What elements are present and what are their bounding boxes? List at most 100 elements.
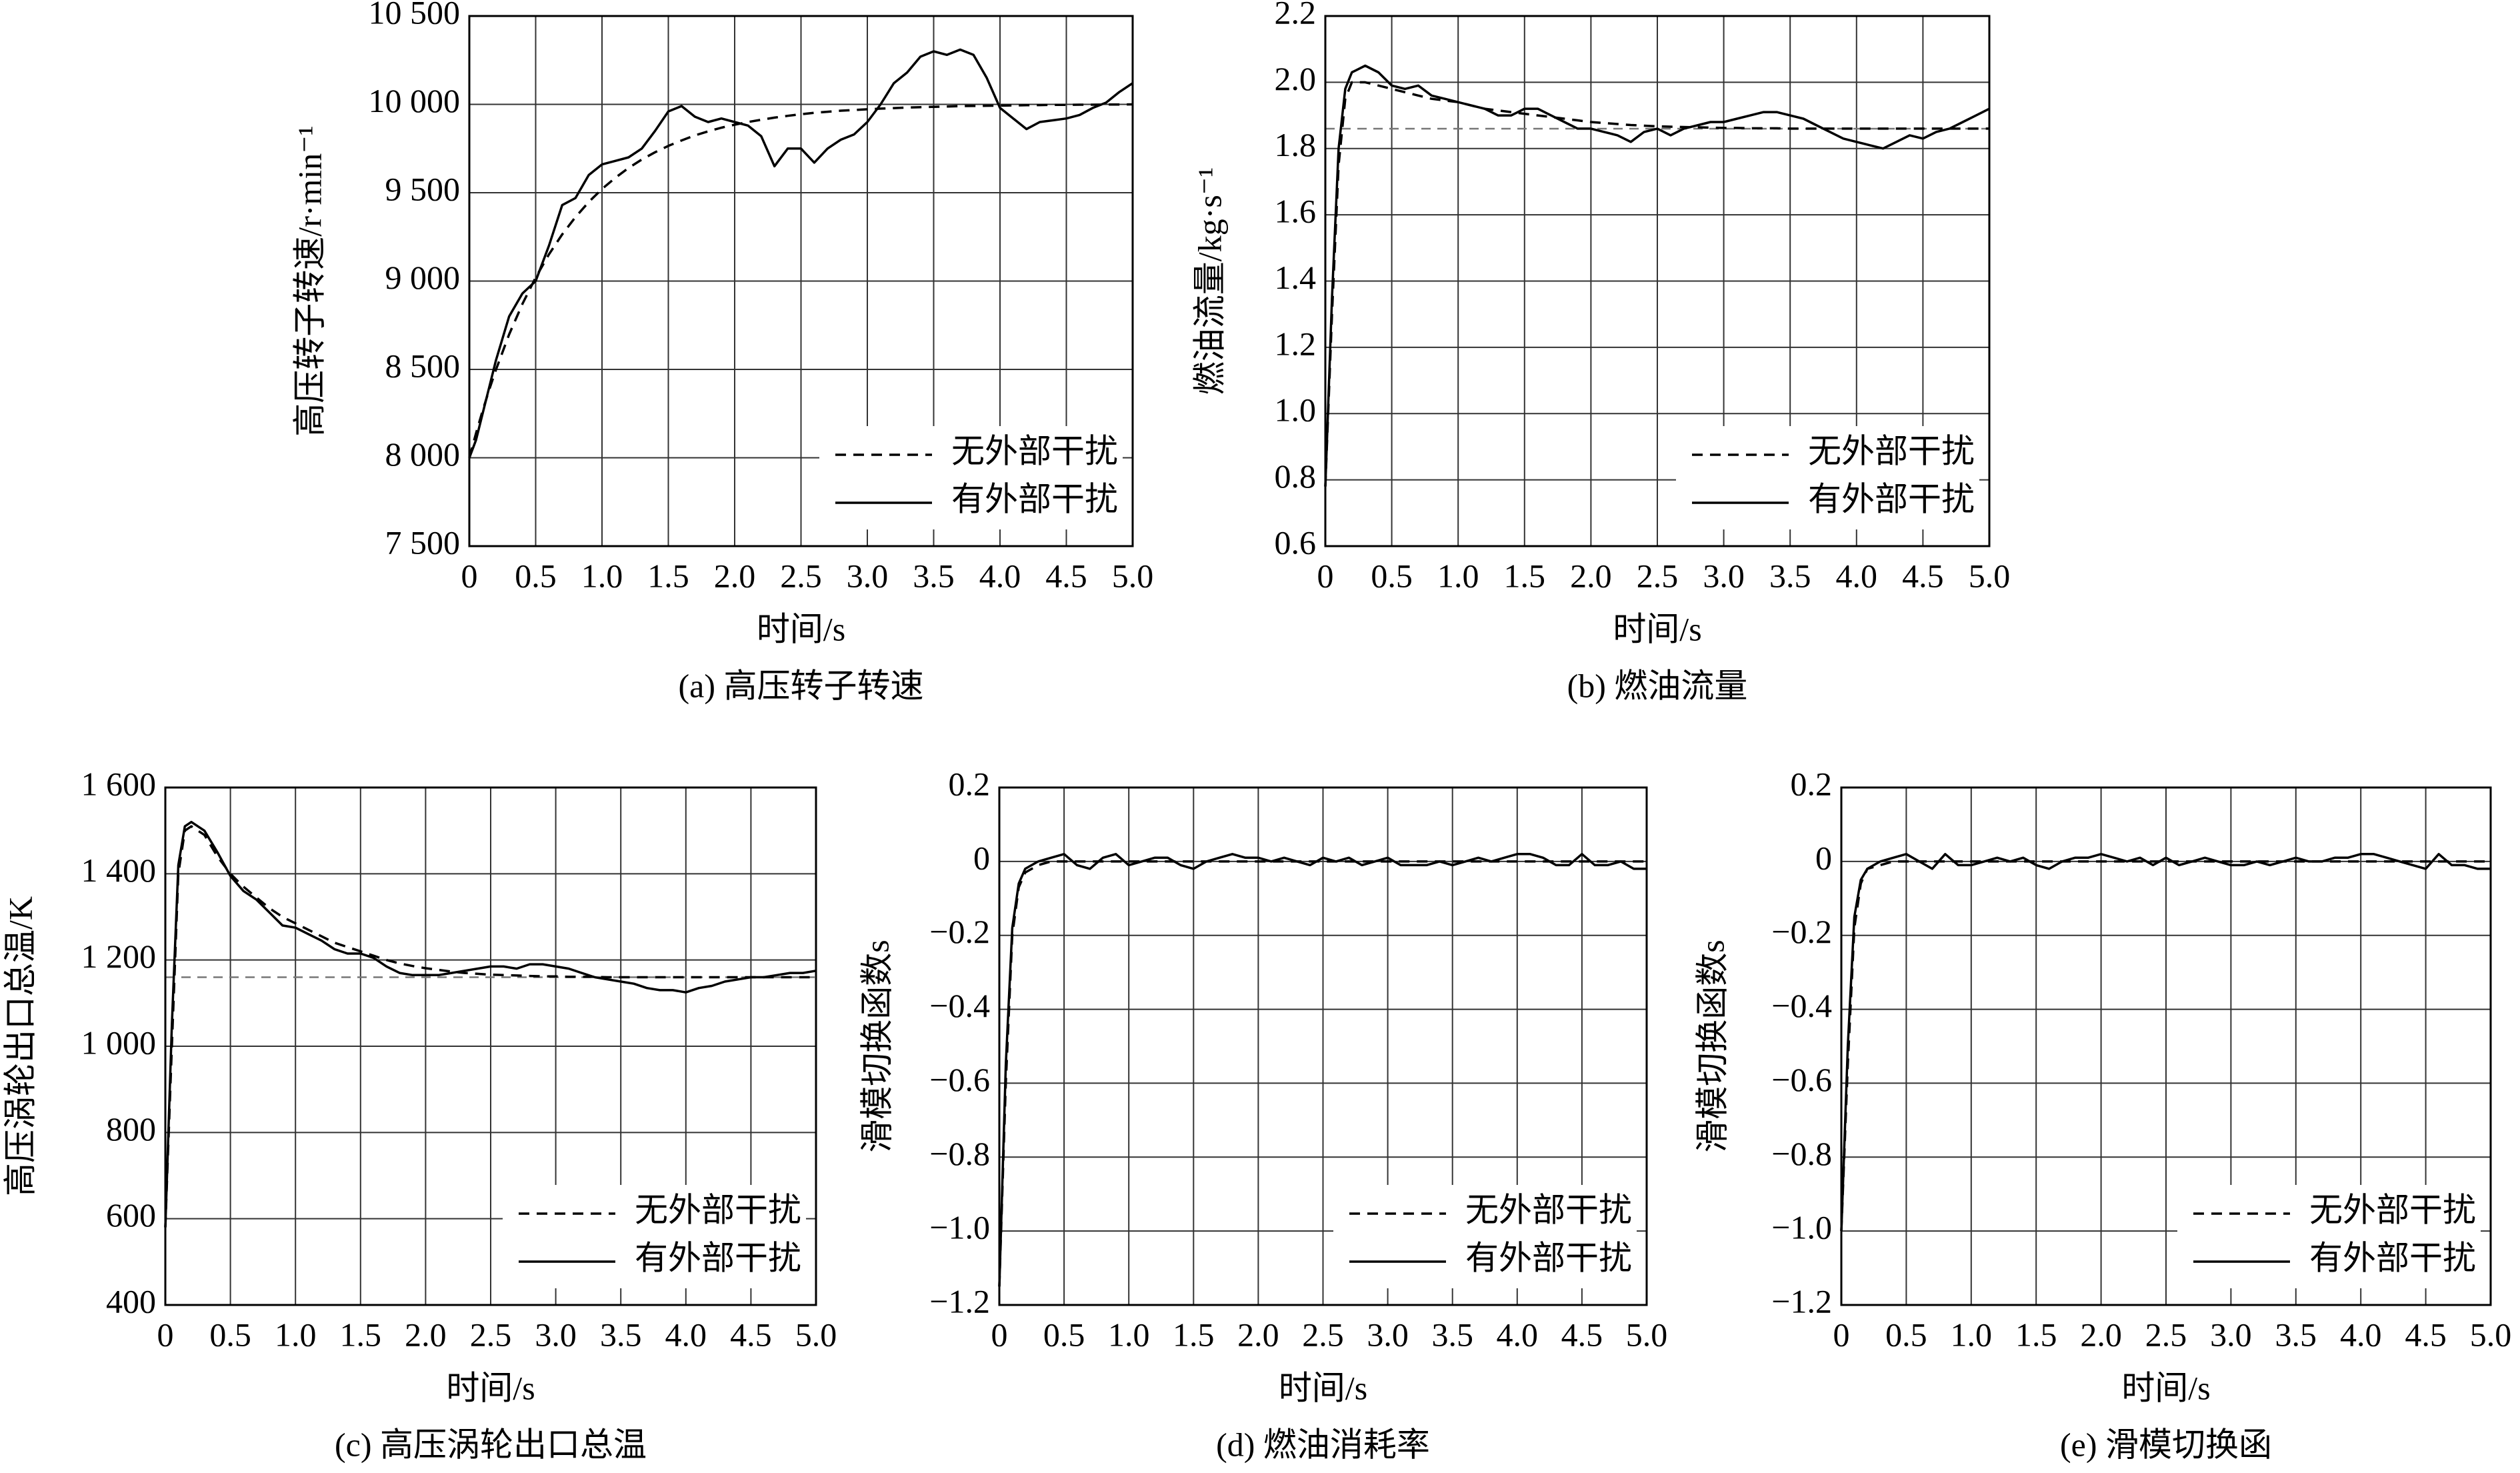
x-tick-label: 4.0 (1497, 1316, 1539, 1353)
x-tick-label: 5.0 (795, 1316, 837, 1353)
data-line (1840, 853, 2491, 1232)
x-tick-label: 4.0 (1836, 557, 1878, 594)
y-tick-label: 8 500 (385, 347, 461, 384)
x-axis-label: 时间/s (1279, 1369, 1367, 1406)
x-tick-label: 3.0 (2210, 1316, 2252, 1353)
y-axis-label: 燃油流量/kg·s⁻¹ (1191, 167, 1228, 395)
y-tick-label: 1.0 (1275, 391, 1317, 429)
y-tick-label: 600 (106, 1196, 156, 1234)
x-tick-label: 5.0 (1626, 1316, 1668, 1353)
y-tick-label: 1 200 (81, 938, 157, 975)
legend-label: 有外部干扰 (951, 480, 1118, 517)
x-tick-label: 0.5 (515, 557, 557, 594)
plot-frame (468, 15, 1134, 547)
x-tick-label: 2.5 (470, 1316, 512, 1353)
y-tick-label: −0.8 (1771, 1135, 1832, 1172)
legend-label: 有外部干扰 (1465, 1239, 1632, 1276)
chart-title: (b) 燃油流量 (1567, 667, 1748, 704)
x-axis-label: 时间/s (1613, 610, 1701, 647)
legend-label: 有外部干扰 (1808, 480, 1975, 517)
plot-frame (998, 786, 1648, 1306)
y-tick-label: 1.4 (1275, 259, 1317, 296)
y-tick-label: −0.6 (929, 1061, 990, 1098)
x-tick-label: 2.5 (1302, 1316, 1344, 1353)
x-tick-label: 0 (157, 1316, 174, 1353)
data-line (1324, 81, 1989, 487)
y-tick-label: 400 (106, 1282, 156, 1320)
x-axis-label: 时间/s (446, 1369, 535, 1406)
x-tick-label: 0 (991, 1316, 1008, 1353)
data-line (1840, 860, 2491, 1232)
y-tick-label: 1.2 (1275, 325, 1317, 362)
x-tick-label: 2.0 (2080, 1316, 2122, 1353)
y-tick-label: −1.2 (929, 1282, 990, 1320)
chart-title: (d) 燃油消耗率 (1216, 1426, 1430, 1463)
y-tick-label: 1.6 (1275, 193, 1317, 230)
x-tick-label: 2.0 (405, 1316, 447, 1353)
legend-label: 无外部干扰 (951, 432, 1118, 469)
chart-title: (e) 滑模切换函 (2060, 1426, 2272, 1463)
y-tick-label: 800 (106, 1110, 156, 1148)
y-tick-label: 2.2 (1275, 0, 1317, 31)
x-tick-label: 3.0 (535, 1316, 577, 1353)
x-tick-label: 4.5 (2405, 1316, 2447, 1353)
y-axis-label: 高压转子转速/r·min⁻¹ (291, 125, 328, 436)
plot-frame (164, 786, 817, 1306)
y-axis-label: 高压涡轮出口总温/K (1, 896, 39, 1196)
x-tick-label: 3.5 (913, 557, 955, 594)
chart-title: (c) 高压涡轮出口总温 (335, 1426, 647, 1463)
x-tick-label: 1.5 (647, 557, 689, 594)
data-line (164, 825, 816, 1228)
y-tick-label: 1 400 (81, 852, 157, 889)
y-tick-label: 1 600 (81, 765, 157, 802)
x-tick-label: 1.0 (275, 1316, 317, 1353)
data-line (1324, 64, 1990, 487)
x-tick-label: 0.5 (1371, 557, 1413, 594)
x-tick-label: 5.0 (2470, 1316, 2512, 1353)
y-axis-label: 滑模切换函数s (1693, 940, 1731, 1152)
chart-title: (a) 高压转子转速 (679, 667, 924, 704)
y-tick-label: −0.4 (929, 987, 990, 1024)
y-tick-label: 1.8 (1275, 126, 1317, 163)
data-line (468, 103, 1133, 458)
x-tick-label: 2.0 (1237, 1316, 1279, 1353)
x-tick-label: 3.5 (600, 1316, 642, 1353)
legend-box (819, 426, 1123, 529)
y-tick-label: −1.2 (1771, 1282, 1832, 1320)
data-line (468, 48, 1133, 459)
y-axis-label: 滑模切换函数s (858, 940, 895, 1152)
x-tick-label: 3.0 (1367, 1316, 1409, 1353)
x-tick-label: 4.5 (730, 1316, 772, 1353)
y-tick-label: 9 000 (385, 259, 461, 296)
y-tick-label: 2.0 (1275, 60, 1317, 97)
x-tick-label: 4.0 (665, 1316, 707, 1353)
x-tick-label: 3.5 (2275, 1316, 2317, 1353)
y-tick-label: 10 500 (369, 0, 461, 31)
x-tick-label: 3.5 (1431, 1316, 1473, 1353)
y-tick-label: 0.8 (1275, 457, 1317, 495)
x-tick-label: 2.0 (714, 557, 756, 594)
y-tick-label: 8 000 (385, 435, 461, 473)
legend-label: 无外部干扰 (1465, 1191, 1632, 1228)
x-tick-label: 1.0 (1108, 1316, 1150, 1353)
y-tick-label: −0.2 (1771, 913, 1832, 950)
y-tick-label: −0.8 (929, 1135, 990, 1172)
x-tick-label: 0 (1833, 1316, 1850, 1353)
legend-label: 有外部干扰 (635, 1239, 801, 1276)
x-tick-label: 1.5 (1173, 1316, 1215, 1353)
y-tick-label: 0.2 (949, 765, 991, 802)
y-tick-label: −0.6 (1771, 1061, 1832, 1098)
x-tick-label: 2.0 (1570, 557, 1612, 594)
plot-frame (1324, 15, 1991, 547)
plot-frame (1840, 786, 2492, 1306)
legend-box (1676, 426, 1979, 529)
x-tick-label: 5.0 (1969, 557, 2011, 594)
x-tick-label: 1.0 (1437, 557, 1479, 594)
x-tick-label: 3.5 (1769, 557, 1811, 594)
y-tick-label: 0 (973, 839, 990, 876)
x-tick-label: 2.5 (780, 557, 822, 594)
x-tick-label: 0 (1317, 557, 1334, 594)
legend-label: 无外部干扰 (2309, 1191, 2476, 1228)
